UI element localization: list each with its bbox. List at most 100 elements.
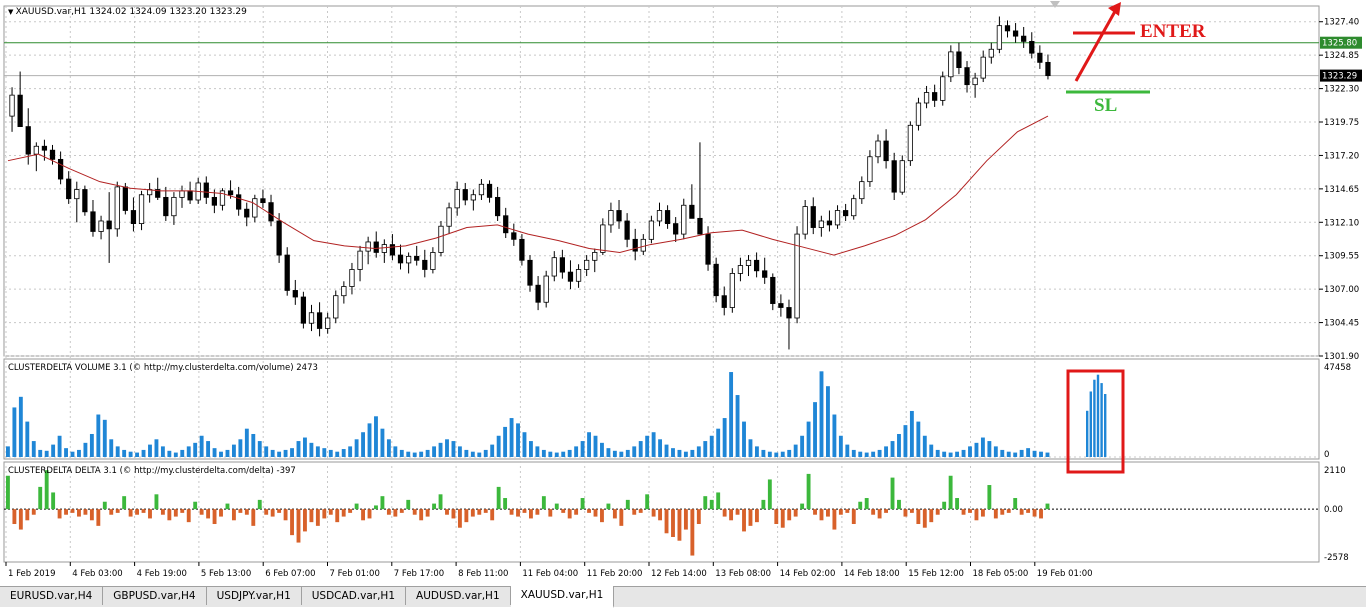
volume-bar [399, 449, 404, 457]
volume-bar [658, 439, 663, 457]
delta-bar [290, 509, 294, 536]
delta-bar [193, 501, 198, 510]
candle-body [762, 270, 768, 278]
candle-body [130, 210, 137, 225]
volume-bar [1045, 452, 1050, 457]
x-tick-label: 4 Feb 03:00 [72, 569, 122, 579]
volume-spike-bars [1086, 374, 1107, 457]
candle-body [673, 223, 679, 235]
candle-body [519, 238, 525, 261]
delta-bar [942, 501, 947, 510]
volume-bar [264, 446, 269, 457]
volume-bar [38, 449, 43, 457]
delta-bar [283, 509, 288, 521]
delta-bar [367, 509, 372, 519]
volume-indicator-title: CLUSTERDELTA VOLUME 3.1 (© http://my.clu… [8, 363, 318, 373]
candle-body [219, 190, 226, 206]
candle-body [106, 220, 112, 230]
delta-bar [348, 509, 353, 513]
tab-gbpusd[interactable]: GBPUSD.var,H4 [103, 587, 207, 605]
candlestick-series [9, 16, 1051, 350]
delta-bar [238, 509, 243, 513]
delta-bar [64, 509, 68, 515]
sl-annotation: SL [1066, 90, 1150, 116]
candle-body [948, 51, 954, 78]
tab-usdcad[interactable]: USDCAD.var,H1 [302, 587, 407, 605]
trading-chart[interactable]: 1325.80 1323.29 1327.40 1324.85 1322.30 1319… [0, 0, 1366, 586]
candle-body [543, 275, 549, 303]
volume-bar [225, 449, 230, 457]
tab-xauusd[interactable]: XAUUSD.var,H1 [510, 586, 615, 608]
y-tick-label: 1307.00 [1324, 285, 1359, 295]
y-tick-label: 1309.55 [1324, 252, 1359, 262]
volume-bar [948, 452, 953, 457]
candle-body [252, 198, 258, 218]
tab-audusd[interactable]: AUDUSD.var,H1 [406, 587, 511, 605]
delta-bar [696, 509, 701, 525]
volume-bar [238, 439, 243, 457]
delta-bar [457, 509, 462, 528]
delta-bar [1026, 509, 1031, 513]
candle-body [826, 220, 833, 226]
moving-average-line [7, 115, 1049, 256]
volume-bar [341, 449, 346, 457]
candle-body [511, 232, 517, 240]
volume-bar [154, 439, 159, 457]
volume-spike-bar [1086, 410, 1089, 457]
delta-bar [632, 509, 637, 515]
volume-bar [44, 450, 49, 457]
candle-body [33, 145, 39, 155]
tab-usdjpy[interactable]: USDJPY.var,H1 [207, 587, 302, 605]
candle-body [114, 186, 120, 230]
delta-bar [742, 509, 746, 532]
volume-bar [909, 410, 914, 457]
enter-label: ENTER [1140, 21, 1206, 42]
volume-bar [419, 451, 424, 457]
delta-bar [212, 509, 217, 525]
delta-bar [354, 503, 359, 510]
delta-bar [922, 509, 927, 528]
price-tag-label: 1325.80 [1322, 39, 1357, 49]
candle-body [405, 255, 412, 264]
volume-bar [754, 446, 759, 457]
volume-bar [322, 448, 327, 457]
delta-bar [916, 509, 921, 525]
volume-bar [173, 452, 178, 457]
delta-bar [593, 509, 598, 517]
volume-bar [451, 441, 456, 457]
delta-bar [722, 509, 727, 517]
delta-bar [109, 509, 114, 515]
x-tick-label: 14 Feb 02:00 [780, 569, 836, 579]
delta-bar [767, 479, 772, 510]
delta-bar [328, 509, 333, 515]
volume-bar [884, 446, 888, 457]
delta-bar [31, 509, 36, 515]
tab-eurusd[interactable]: EURUSD.var,H4 [0, 587, 104, 605]
y-tick-label: 1301.90 [1324, 352, 1359, 362]
volume-bar [548, 451, 553, 457]
candle-body [559, 257, 565, 273]
volume-bar [980, 437, 985, 457]
delta-bar [658, 509, 663, 521]
delta-bar [483, 509, 488, 513]
delta-bar [477, 509, 482, 515]
delta-bar [567, 509, 572, 519]
volume-bar [102, 419, 107, 457]
candle-body [834, 210, 841, 226]
shift-marker-icon[interactable] [1050, 1, 1060, 8]
volume-bar [735, 395, 740, 457]
candle-body [770, 276, 776, 304]
candle-body [575, 269, 582, 282]
volume-bar [212, 448, 217, 457]
candle-body [867, 156, 873, 183]
delta-bar [148, 509, 152, 519]
volume-bar [632, 446, 637, 457]
candle-body [923, 92, 930, 104]
delta-bar [167, 509, 172, 521]
delta-bar [600, 509, 604, 523]
candle-body [74, 189, 80, 200]
candle-body [818, 220, 824, 228]
volume-bar [393, 446, 398, 457]
volume-bar [490, 444, 495, 457]
volume-bar [638, 441, 643, 457]
